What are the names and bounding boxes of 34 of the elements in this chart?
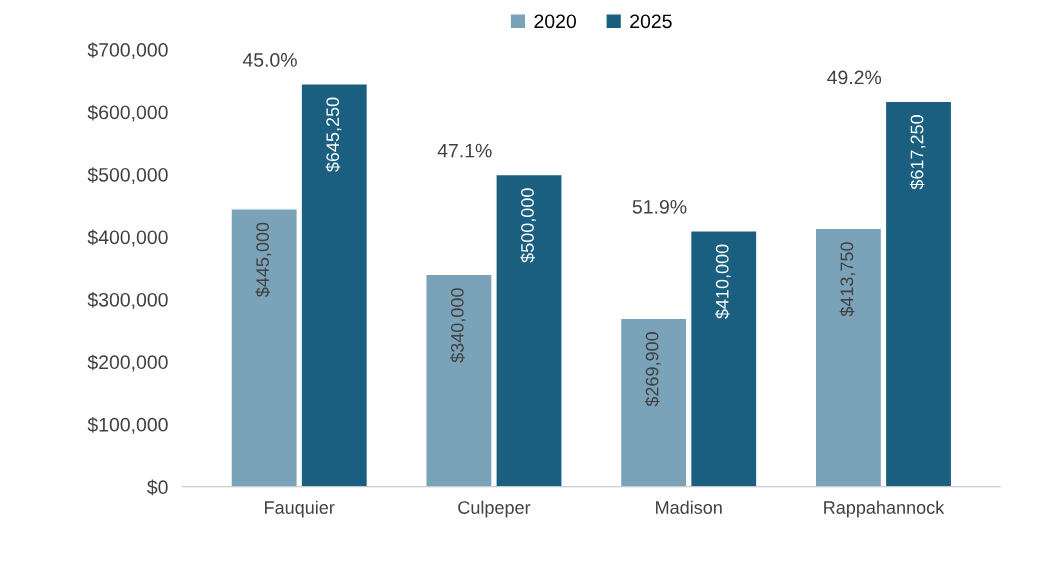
annotation: 47.1% <box>437 143 492 158</box>
bar <box>230 208 298 487</box>
y-tick-label: $400,000 <box>87 229 168 247</box>
bar <box>884 100 953 487</box>
y-tick-label: $700,000 <box>87 42 168 60</box>
data-label: $617,250 <box>909 115 926 190</box>
data-label: $269,900 <box>644 332 661 407</box>
annotation: 45.0% <box>242 53 297 67</box>
bar <box>619 317 688 487</box>
data-label: $410,000 <box>715 244 731 319</box>
bar <box>814 227 883 487</box>
data-label: $500,000 <box>520 188 536 263</box>
bar <box>425 273 493 487</box>
x-tick-label: Fauquier <box>265 500 335 518</box>
data-label: $645,250 <box>325 97 342 172</box>
x-tick-label: Culpeper <box>458 500 531 518</box>
bar <box>300 83 369 487</box>
y-tick-label: $600,000 <box>87 104 168 122</box>
x-tick-label: Rappahannock <box>824 500 945 518</box>
y-tick-label: $0 <box>147 479 168 496</box>
legend-label: 2020 <box>534 14 576 29</box>
annotation: 51.9% <box>632 199 687 214</box>
data-label: $413,750 <box>839 242 856 317</box>
legend-label: 2025 <box>630 14 672 29</box>
annotation: 49.2% <box>827 70 882 85</box>
bar <box>495 173 563 487</box>
data-label: $445,000 <box>255 222 272 298</box>
data-label: $340,000 <box>450 288 466 363</box>
y-tick-label: $500,000 <box>87 167 168 185</box>
y-tick-label: $300,000 <box>87 292 168 309</box>
bar <box>689 230 758 487</box>
y-tick-label: $200,000 <box>87 354 168 372</box>
x-tick-label: Madison <box>656 500 722 514</box>
y-tick-label: $100,000 <box>87 416 168 434</box>
